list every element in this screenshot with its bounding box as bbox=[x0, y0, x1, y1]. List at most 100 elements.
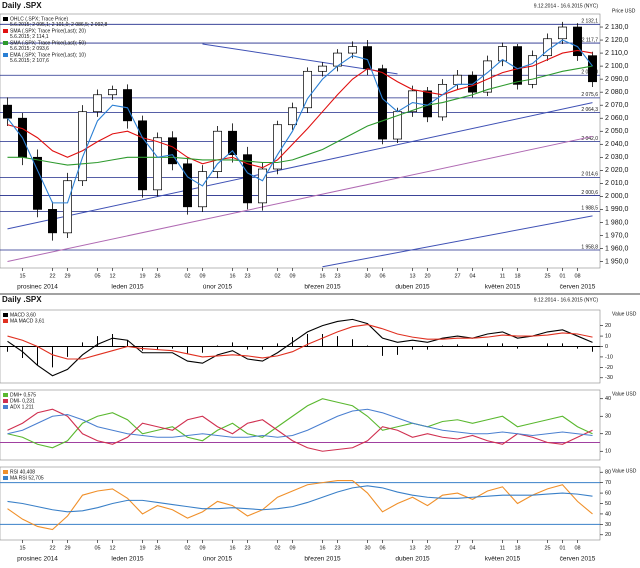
x-tick-label: 20 bbox=[424, 545, 430, 551]
x-tick-label: 09 bbox=[289, 273, 295, 279]
candle-body bbox=[78, 111, 87, 182]
plot-area bbox=[0, 13, 601, 269]
x-tick-label: 27 bbox=[454, 545, 460, 551]
x-tick-label: 23 bbox=[244, 545, 250, 551]
x-tick-label: 25 bbox=[544, 545, 550, 551]
y-tick-label: 40 bbox=[605, 396, 611, 402]
x-tick-label: 11 bbox=[500, 273, 506, 279]
x-tick-label: 23 bbox=[244, 273, 250, 279]
chart-title: Daily .SPX bbox=[2, 295, 42, 304]
x-tick-label: 09 bbox=[199, 545, 205, 551]
y-tick-label: 70 bbox=[605, 480, 611, 486]
candle-body bbox=[138, 120, 147, 191]
y-tick-label: 2 060,0 bbox=[605, 115, 628, 122]
y-axis-label: Price USD bbox=[612, 8, 636, 14]
month-label: únor 2015 bbox=[203, 556, 233, 563]
series-line bbox=[7, 324, 593, 360]
candle-body bbox=[318, 65, 327, 72]
legend-swatch bbox=[3, 29, 8, 33]
month-label: leden 2015 bbox=[111, 556, 144, 563]
y-tick-label: 10 bbox=[605, 449, 611, 455]
candle-body bbox=[198, 171, 207, 208]
trend-line bbox=[7, 102, 593, 230]
series-line bbox=[7, 408, 593, 438]
candle-body bbox=[168, 137, 177, 165]
y-tick-label: -10 bbox=[605, 354, 613, 360]
candle-body bbox=[93, 94, 102, 113]
candle-body bbox=[438, 83, 447, 118]
x-tick-label: 19 bbox=[139, 545, 145, 551]
legend-detail: 5.6.2015; 2 093,6 bbox=[10, 46, 49, 52]
y-tick-label: 2 040,0 bbox=[605, 141, 628, 148]
level-label: 2 075,6 bbox=[581, 92, 598, 98]
level-label: 1 988,5 bbox=[581, 206, 598, 212]
legend-swatch bbox=[3, 53, 8, 57]
series-line bbox=[7, 49, 593, 169]
legend-label: OHLC (.SPX; Trace Price) bbox=[10, 16, 68, 22]
series-line bbox=[7, 398, 593, 449]
x-tick-label: 01 bbox=[559, 545, 565, 551]
y-axis-label: Value USD bbox=[612, 391, 637, 397]
legend-swatch bbox=[3, 41, 8, 45]
y-tick-label: 1 960,0 bbox=[605, 245, 628, 252]
trend-line bbox=[322, 215, 593, 268]
y-tick-label: 10 bbox=[605, 334, 611, 340]
legend-swatch bbox=[3, 17, 8, 21]
y-axis-label: Value USD bbox=[612, 468, 637, 474]
y-tick-label: 1 980,0 bbox=[605, 219, 628, 226]
legend-swatch bbox=[3, 393, 8, 397]
legend-label: DMI+ 0,575 bbox=[10, 392, 36, 398]
candle-body bbox=[423, 90, 432, 118]
x-tick-label: 23 bbox=[334, 545, 340, 551]
y-tick-label: 60 bbox=[605, 491, 611, 497]
y-tick-label: 2 000,0 bbox=[605, 193, 628, 200]
x-tick-label: 25 bbox=[544, 273, 550, 279]
month-label: leden 2015 bbox=[111, 284, 144, 291]
x-tick-label: 30 bbox=[364, 545, 370, 551]
x-tick-label: 04 bbox=[469, 273, 475, 279]
y-tick-label: 50 bbox=[605, 501, 611, 507]
candle-body bbox=[453, 74, 462, 85]
candle-body bbox=[273, 124, 282, 170]
y-tick-label: 30 bbox=[605, 414, 611, 420]
x-tick-label: 06 bbox=[379, 273, 385, 279]
x-tick-label: 23 bbox=[334, 273, 340, 279]
x-tick-label: 29 bbox=[64, 545, 70, 551]
y-tick-label: 2 070,0 bbox=[605, 102, 628, 109]
legend-swatch bbox=[3, 476, 8, 480]
legend-swatch bbox=[3, 313, 8, 317]
level-label: 2 132,1 bbox=[581, 19, 598, 25]
y-tick-label: 20 bbox=[605, 532, 611, 538]
x-tick-label: 02 bbox=[274, 545, 280, 551]
y-tick-label: 2 110,0 bbox=[605, 50, 628, 57]
series-line bbox=[7, 480, 593, 531]
candle-body bbox=[528, 55, 537, 85]
x-tick-label: 22 bbox=[49, 273, 55, 279]
series-line bbox=[7, 65, 593, 166]
y-tick-label: -30 bbox=[605, 375, 613, 381]
level-label: 2 042,0 bbox=[581, 136, 598, 142]
x-tick-label: 05 bbox=[94, 545, 100, 551]
x-tick-label: 12 bbox=[109, 273, 115, 279]
candle-body bbox=[573, 26, 582, 57]
legend-label: MA RSI 52,705 bbox=[10, 475, 44, 481]
plot-area bbox=[0, 389, 601, 461]
x-tick-label: 16 bbox=[319, 273, 325, 279]
x-tick-label: 20 bbox=[424, 273, 430, 279]
date-range: 9.12.2014 - 16.6.2015 (NYC) bbox=[534, 297, 599, 303]
x-tick-label: 09 bbox=[289, 545, 295, 551]
chart-title: Daily .SPX bbox=[2, 1, 42, 10]
month-label: březen 2015 bbox=[304, 556, 341, 563]
date-range: 9.12.2014 - 16.6.2015 (NYC) bbox=[534, 3, 599, 9]
legend-detail: 5.6.2015; 2 095,1; 2 101,0; 2 086,5; 2 0… bbox=[10, 22, 108, 28]
candle-body bbox=[378, 68, 387, 140]
x-tick-label: 02 bbox=[274, 273, 280, 279]
month-label: únor 2015 bbox=[203, 284, 233, 291]
legend-label: MACD 3,60 bbox=[10, 312, 36, 318]
x-tick-label: 02 bbox=[184, 545, 190, 551]
legend-label: EMA (.SPX; Trace Price(Last); 10) bbox=[10, 52, 86, 58]
x-tick-label: 12 bbox=[109, 545, 115, 551]
legend-swatch bbox=[3, 405, 8, 409]
y-tick-label: 0 bbox=[605, 344, 608, 350]
